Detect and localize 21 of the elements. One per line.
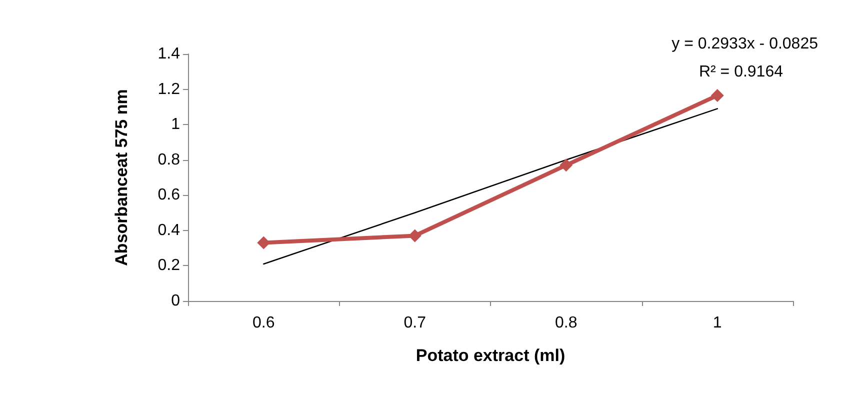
y-tick-label: 0	[171, 292, 180, 310]
point	[560, 158, 573, 172]
x-tick-label: 0.6	[252, 314, 275, 332]
y-tick-label: 1.2	[158, 80, 180, 98]
y-axis-title: Absorbanceat 575 nm	[112, 89, 131, 266]
x-tick-label: 0.7	[404, 314, 426, 332]
line-series	[262, 108, 718, 265]
point	[710, 88, 724, 102]
x-tick-label: 1	[712, 314, 722, 332]
y-tick-label: 1.4	[158, 46, 180, 62]
x-axis-title: Potato extract (ml)	[416, 346, 566, 365]
y-tick-label: 0.4	[158, 222, 180, 239]
y-tick-label: 0.6	[158, 186, 180, 204]
point	[257, 236, 270, 250]
y-tick-label: 0.8	[158, 151, 180, 168]
point	[408, 229, 422, 242]
annotation: R² = 0.9164	[698, 64, 784, 80]
x-tick-label: 0.8	[555, 314, 578, 332]
text: y = 0.2933x - 0.0825	[672, 36, 818, 52]
y-tick-label: 1	[171, 116, 180, 134]
y-tick-label: 0.2	[158, 257, 180, 274]
